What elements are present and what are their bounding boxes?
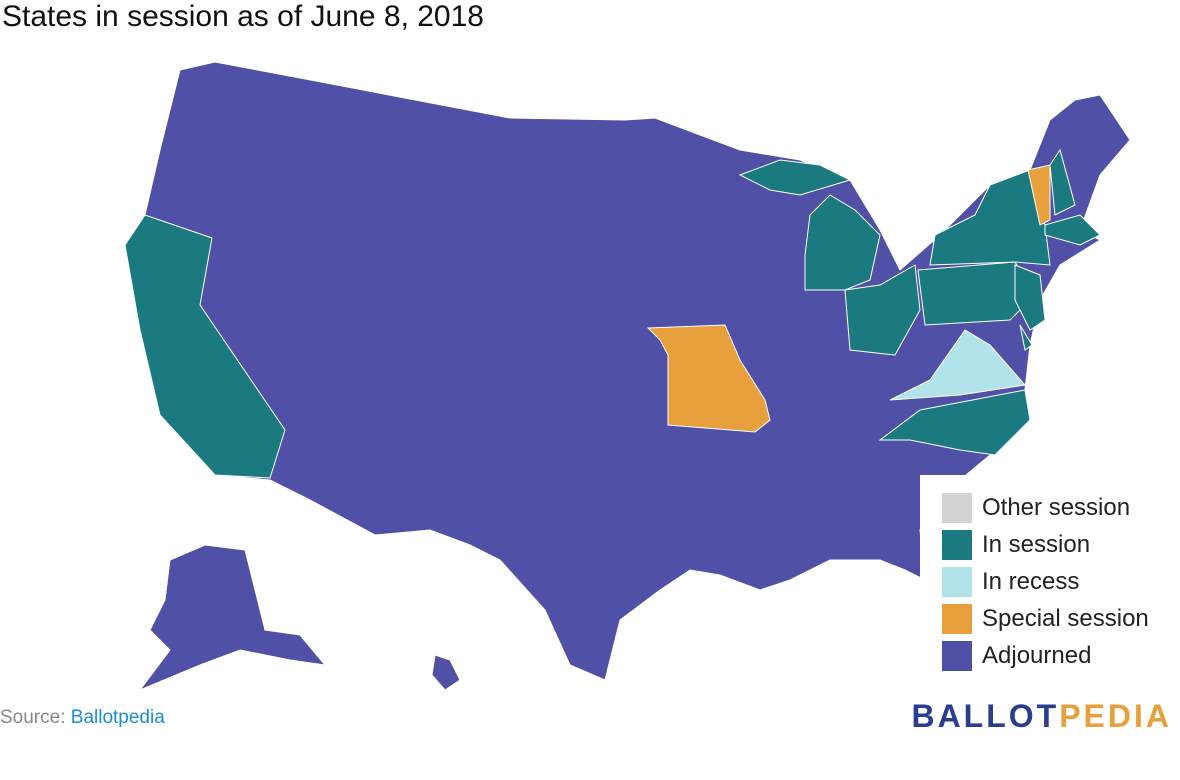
new-hampshire xyxy=(1049,148,1076,216)
logo-second: PEDIA xyxy=(1059,698,1172,734)
massachusetts xyxy=(1044,214,1101,246)
logo: BALLOTPEDIA xyxy=(911,698,1172,735)
michigan-up xyxy=(738,159,852,196)
legend-label: Special session xyxy=(982,605,1149,632)
legend-label: In session xyxy=(982,531,1091,558)
legend-swatch xyxy=(942,530,972,560)
legend-label: In recess xyxy=(982,568,1080,595)
ohio xyxy=(844,264,921,356)
legend-swatch xyxy=(942,493,972,523)
source-link[interactable]: Ballotpedia xyxy=(70,707,165,728)
missouri xyxy=(646,324,771,433)
title: States in session as of June 8, 2018 xyxy=(2,0,484,33)
source: Source: Ballotpedia xyxy=(0,707,165,729)
vermont xyxy=(1027,164,1051,226)
logo-first: BALLOT xyxy=(911,698,1060,734)
legend-swatch xyxy=(942,641,972,671)
legend: Other session In session In recess Special … xyxy=(920,475,1180,675)
california xyxy=(124,214,286,479)
legend-label: Other session xyxy=(982,494,1131,521)
legend-label: Adjourned xyxy=(982,642,1092,669)
alaska xyxy=(138,544,327,692)
legend-swatch xyxy=(942,567,972,597)
legend-swatch xyxy=(942,604,972,634)
north-carolina xyxy=(878,389,1031,456)
virginia xyxy=(889,329,1026,401)
hawaii xyxy=(431,654,461,691)
new-jersey xyxy=(1014,264,1046,331)
michigan xyxy=(804,194,881,291)
delaware xyxy=(1019,324,1033,351)
source-prefix: Source: xyxy=(0,707,66,728)
